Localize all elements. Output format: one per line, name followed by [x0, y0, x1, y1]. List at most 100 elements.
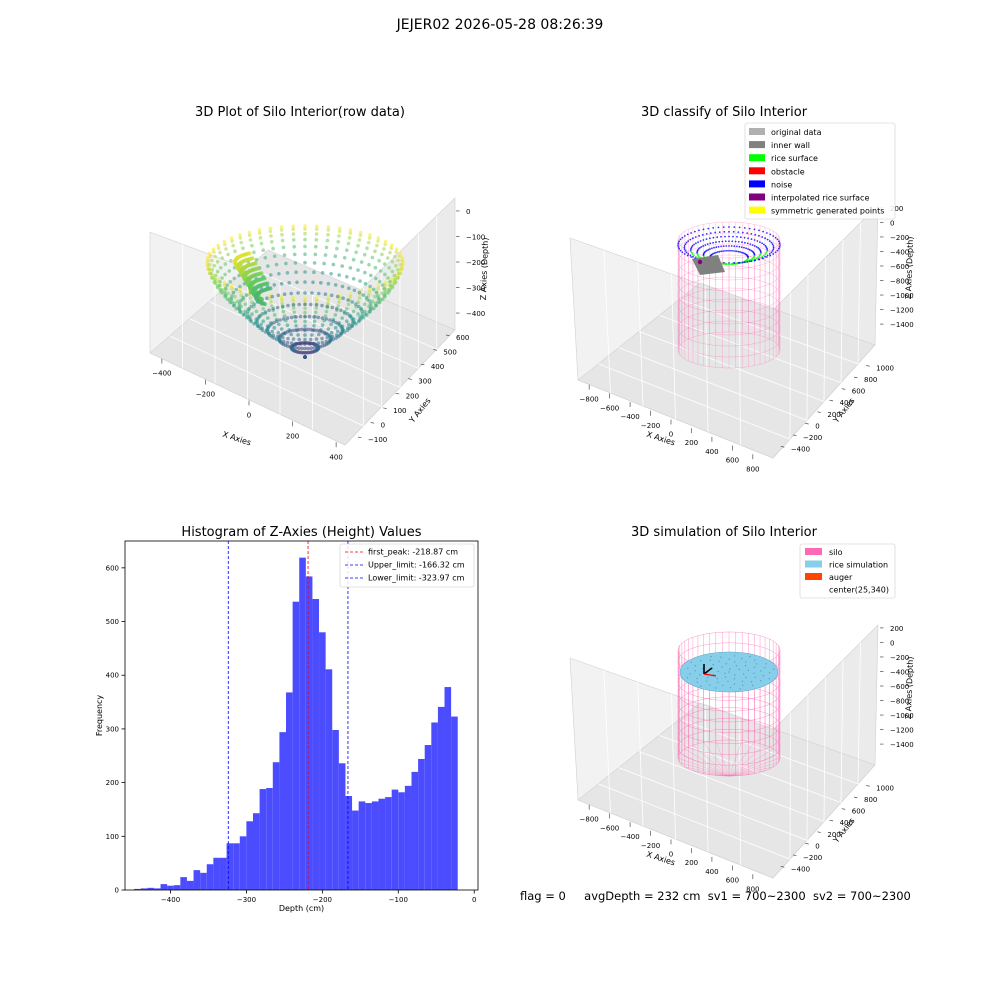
raw-point — [367, 289, 372, 294]
raw-point — [237, 301, 242, 306]
raw-point — [348, 266, 353, 270]
grid-line — [598, 363, 791, 440]
raw-point — [213, 273, 218, 278]
classified-point — [772, 253, 775, 255]
raw-point — [340, 316, 345, 320]
classified-point — [778, 240, 780, 243]
raw-point — [329, 336, 333, 340]
raw-point — [357, 318, 362, 322]
raw-point — [315, 328, 319, 333]
classified-point — [695, 242, 697, 245]
raw-point — [338, 226, 342, 231]
raw-point — [388, 250, 392, 255]
rice-simulation-point — [753, 666, 756, 669]
histogram-bar — [332, 730, 339, 890]
raw-point — [358, 315, 362, 319]
grid-line — [823, 257, 826, 402]
x-axis-tick-label: −600 — [600, 824, 619, 832]
y-axis-tick-label: 0 — [381, 421, 385, 429]
raw-point — [208, 251, 212, 256]
raw-point — [279, 327, 284, 331]
y-axis-tick-label: 600 — [456, 334, 469, 342]
raw-point — [281, 309, 286, 314]
grid-line — [789, 712, 791, 860]
raw-point — [325, 304, 330, 309]
raw-point — [287, 281, 292, 285]
raw-point — [333, 313, 338, 317]
raw-point — [312, 315, 316, 319]
raw-point — [280, 232, 284, 237]
raw-point — [288, 329, 293, 333]
raw-point — [326, 225, 331, 229]
z-axis-tick-label: −200 — [466, 259, 485, 267]
y-axis-tick — [370, 422, 375, 424]
raw-point — [247, 233, 252, 238]
raw-point — [281, 245, 286, 250]
raw-point — [337, 300, 341, 304]
raw-point — [397, 271, 402, 276]
raw-point — [291, 298, 296, 303]
raw-point — [277, 272, 281, 276]
classified-point — [709, 242, 712, 245]
classified-point — [687, 240, 690, 243]
raw-point — [324, 317, 329, 321]
raw-point — [326, 228, 331, 232]
raw-point — [289, 291, 294, 296]
raw-point — [345, 319, 349, 324]
raw-point — [382, 262, 387, 266]
raw-point — [279, 228, 284, 232]
z-axis-tick-label: 0 — [466, 208, 470, 216]
raw-point — [220, 256, 224, 260]
raw-point — [213, 254, 217, 259]
x-axis-tick-label: −100 — [389, 896, 408, 904]
raw-point — [325, 238, 330, 243]
classified-point — [678, 240, 680, 243]
raw-point — [347, 236, 352, 240]
raw-point — [316, 315, 321, 320]
raw-point — [291, 238, 296, 242]
raw-point — [303, 231, 307, 236]
raw-point — [322, 261, 326, 266]
raw-point — [284, 261, 288, 266]
classified-point — [686, 233, 689, 236]
grid-line — [603, 249, 611, 394]
histogram-bar — [378, 798, 386, 890]
x-axis-tick-label: −300 — [237, 896, 256, 904]
raw-point — [326, 295, 331, 299]
grid-line — [603, 669, 611, 814]
raw-point — [376, 239, 380, 243]
classified-point — [692, 255, 694, 258]
raw-point — [316, 345, 321, 350]
raw-point — [219, 266, 223, 270]
raw-point — [354, 302, 358, 307]
raw-point — [345, 248, 349, 252]
classified-point — [722, 226, 725, 229]
legend: first_peak: -218.87 cm Upper_limit: -166.… — [339, 543, 475, 588]
y-axis-tick-label: 500 — [443, 349, 456, 357]
raw-point — [266, 264, 270, 268]
classified-point — [743, 261, 746, 263]
y-axis-tick-label: −400 — [791, 445, 810, 453]
histogram-bar — [206, 864, 214, 890]
raw-point — [294, 346, 298, 350]
silo-wire — [677, 254, 781, 292]
classified-point — [765, 246, 768, 249]
raw-point — [387, 266, 392, 270]
raw-point — [247, 251, 252, 256]
raw-point — [269, 234, 273, 238]
grid-line — [857, 642, 861, 784]
raw-point — [296, 291, 300, 295]
raw-point — [315, 224, 319, 229]
classified-point — [685, 241, 688, 244]
raw-point — [303, 302, 307, 307]
classified-point — [746, 232, 749, 235]
x-axis-tick-label: 800 — [746, 465, 759, 473]
classified-point — [761, 236, 764, 238]
classified-point — [706, 243, 709, 246]
classified-point — [690, 246, 693, 249]
z-axis-tick-label: −1200 — [890, 727, 914, 735]
raw-point — [238, 284, 242, 289]
classified-point — [715, 246, 718, 249]
rice-simulation-point — [765, 663, 767, 665]
histogram-bar — [404, 785, 412, 890]
